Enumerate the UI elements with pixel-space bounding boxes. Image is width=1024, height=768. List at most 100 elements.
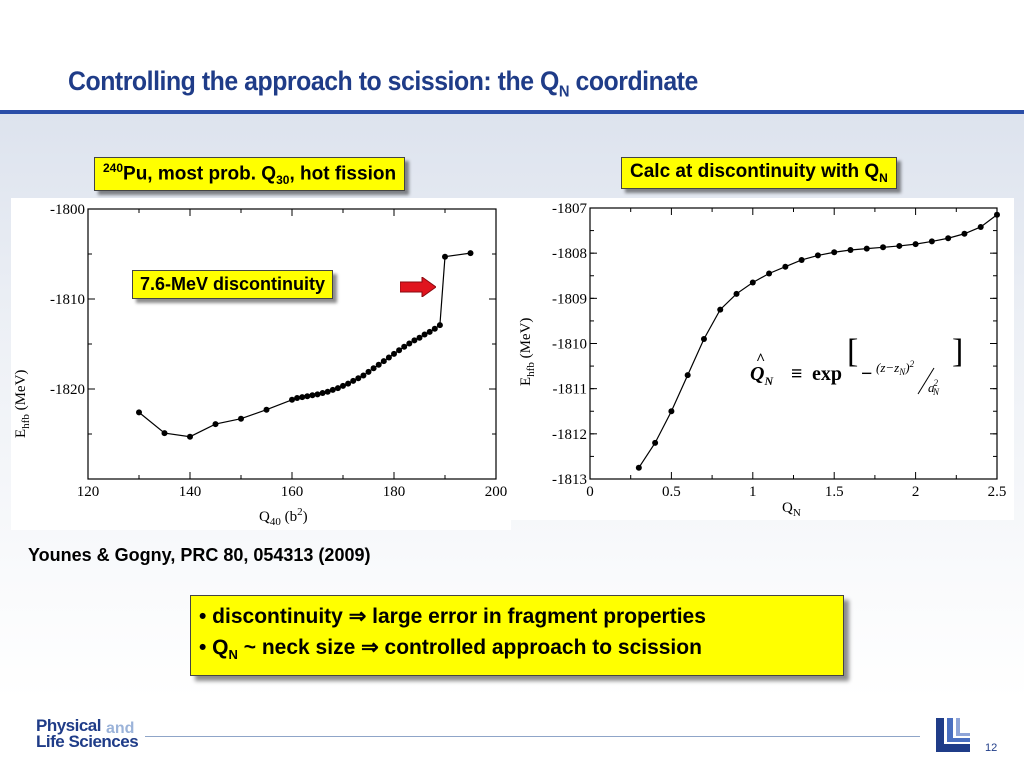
x-tick-label: 2.5 xyxy=(988,484,1007,500)
data-point xyxy=(928,238,935,245)
data-point xyxy=(187,433,193,440)
x-tick-label: 160 xyxy=(281,484,304,500)
data-point xyxy=(314,391,321,398)
data-point xyxy=(814,252,821,259)
data-point xyxy=(863,245,870,252)
data-point xyxy=(238,415,244,422)
x-tick-label: 1.5 xyxy=(825,484,844,500)
data-point xyxy=(355,375,362,382)
data-point xyxy=(635,464,642,471)
data-point xyxy=(411,337,418,344)
right-label-text: Calc at discontinuity with Q xyxy=(630,161,880,182)
x-tick-label: 120 xyxy=(77,484,100,500)
formula-lhs: QN xyxy=(750,363,774,388)
data-point xyxy=(319,390,326,397)
callout-text: 7.6-MeV discontinuity xyxy=(140,274,326,294)
left-label-sub: 30 xyxy=(276,173,290,188)
plot-frame xyxy=(87,208,497,480)
data-point xyxy=(406,340,413,347)
left-chart: 120 140 160 180 200 -1800 -1810 -1820 Ehfb (MeV… xyxy=(13,202,507,528)
formula-left-bracket-icon: [ xyxy=(847,333,858,370)
data-point xyxy=(700,335,707,342)
right-chart-label: Calc at discontinuity with QN xyxy=(621,157,897,189)
footer-rule xyxy=(145,736,920,737)
implies-arrow-icon: ⇒ xyxy=(348,605,367,628)
data-point xyxy=(442,253,448,260)
page-number: 12 xyxy=(985,742,998,754)
x-tick-label: 180 xyxy=(383,484,406,500)
left-chart-panel: 120 140 160 180 200 -1800 -1810 -1820 Ehfb (MeV… xyxy=(11,198,511,530)
data-point xyxy=(847,247,854,254)
slide-title: Controlling the approach to scission: th… xyxy=(68,66,698,101)
right-label-sub: N xyxy=(879,170,888,185)
data-point xyxy=(289,396,295,403)
y-tick-label: -1810 xyxy=(552,337,587,353)
formula-fraction-slash xyxy=(917,367,935,395)
left-x-axis-label: Q40 (b2) xyxy=(259,506,308,528)
data-point xyxy=(896,242,903,249)
plot-frame xyxy=(589,207,998,480)
formula-numerator: (z−zN)2 xyxy=(876,359,915,377)
data-point xyxy=(309,392,316,399)
y-tick-label: -1809 xyxy=(552,291,587,307)
data-point xyxy=(749,279,756,286)
data-point xyxy=(385,354,392,361)
y-tick-label: -1808 xyxy=(552,246,587,262)
right-chart: 0 0.5 1 1.5 2 2.5 -1807 -1808 -1809 -1810 -1811 -18… xyxy=(518,201,1007,519)
data-point xyxy=(401,343,408,350)
left-y-axis-label: Ehfb (MeV) xyxy=(13,370,32,438)
data-point xyxy=(782,263,789,270)
logo-and: and xyxy=(106,720,135,737)
x-tick-label: 140 xyxy=(179,484,202,500)
title-rule xyxy=(0,110,1024,114)
x-tick-label: 1 xyxy=(749,484,757,500)
data-point xyxy=(329,386,336,393)
title-prefix: Controlling the approach to scission: th… xyxy=(68,66,559,96)
qn-formula: QN ^ ≡ exp [ − (z−zN)2 a2 N ] xyxy=(750,333,963,397)
data-point xyxy=(324,388,331,395)
bullet-1: • discontinuity ⇒ large error in fragmen… xyxy=(199,605,706,628)
right-chart-panel: 0 0.5 1 1.5 2 2.5 -1807 -1808 -1809 -1810 -1811 -18… xyxy=(510,198,1014,520)
data-point xyxy=(798,256,805,263)
left-label-text1: Pu, most prob. Q xyxy=(123,163,277,185)
y-tick-label: -1807 xyxy=(552,201,587,217)
data-point xyxy=(212,421,219,428)
citation: Younes & Gogny, PRC 80, 054313 (2009) xyxy=(28,545,371,565)
formula-denominator: a2 N xyxy=(928,378,940,397)
data-point xyxy=(652,439,659,446)
data-point xyxy=(426,328,433,335)
x-tick-label: 0 xyxy=(586,484,594,500)
discontinuity-callout: 7.6-MeV discontinuity xyxy=(132,270,334,299)
data-point xyxy=(136,409,142,416)
y-tick-label: -1820 xyxy=(50,382,85,398)
data-point xyxy=(299,394,306,401)
formula-right-bracket-icon: ] xyxy=(952,333,963,370)
data-point xyxy=(831,249,838,256)
data-point xyxy=(717,306,724,313)
data-point xyxy=(294,395,301,401)
left-label-sup: 240 xyxy=(103,161,124,175)
y-tick-label: -1812 xyxy=(552,427,587,443)
data-point xyxy=(912,241,919,248)
data-point xyxy=(370,365,377,372)
data-point xyxy=(766,270,773,277)
right-x-axis-label: QN xyxy=(782,500,801,519)
data-point xyxy=(431,325,438,332)
data-point xyxy=(977,223,984,230)
implies-arrow-icon: ⇒ xyxy=(361,636,379,659)
data-point xyxy=(263,406,270,413)
formula-minus: − xyxy=(861,363,872,385)
x-tick-label: 0.5 xyxy=(662,484,681,500)
data-point xyxy=(350,377,357,384)
formula-equiv: ≡ xyxy=(791,363,802,385)
y-tick-label: -1811 xyxy=(553,382,587,398)
logo-line1: Physical xyxy=(36,716,102,735)
formula-hat-icon: ^ xyxy=(756,351,765,368)
data-point xyxy=(304,393,311,400)
bullet-2: • QN ~ neck size ⇒ controlled approach t… xyxy=(199,636,702,663)
data-point xyxy=(375,361,382,368)
data-point xyxy=(360,372,367,379)
red-arrow-icon xyxy=(400,277,436,297)
title-suffix: coordinate xyxy=(569,66,698,96)
data-point xyxy=(416,334,423,341)
